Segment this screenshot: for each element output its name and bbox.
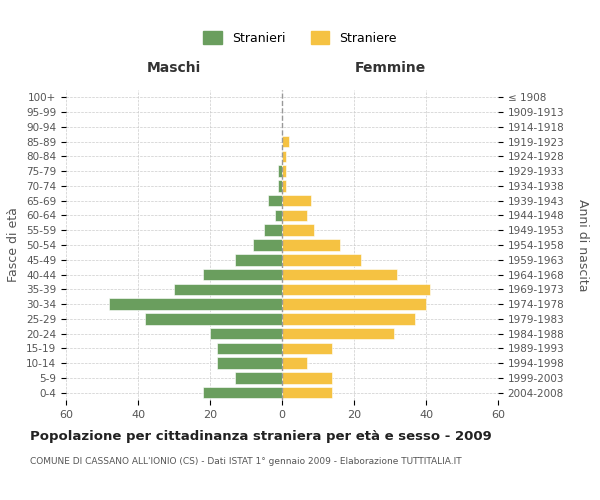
Bar bbox=[275, 210, 282, 221]
Bar bbox=[282, 180, 286, 192]
Bar bbox=[217, 342, 282, 354]
Text: COMUNE DI CASSANO ALL'IONIO (CS) - Dati ISTAT 1° gennaio 2009 - Elaborazione TUT: COMUNE DI CASSANO ALL'IONIO (CS) - Dati … bbox=[30, 458, 461, 466]
Text: Femmine: Femmine bbox=[355, 61, 425, 75]
Bar bbox=[282, 136, 289, 147]
Bar bbox=[264, 224, 282, 236]
Bar bbox=[268, 195, 282, 206]
Bar bbox=[235, 254, 282, 266]
Bar bbox=[217, 358, 282, 369]
Bar bbox=[282, 150, 286, 162]
Text: Popolazione per cittadinanza straniera per età e sesso - 2009: Popolazione per cittadinanza straniera p… bbox=[30, 430, 492, 443]
Y-axis label: Anni di nascita: Anni di nascita bbox=[575, 198, 589, 291]
Bar bbox=[282, 298, 426, 310]
Bar bbox=[282, 210, 307, 221]
Bar bbox=[282, 166, 286, 177]
Bar bbox=[282, 342, 332, 354]
Bar bbox=[253, 239, 282, 251]
Bar bbox=[282, 372, 332, 384]
Bar bbox=[235, 372, 282, 384]
Bar bbox=[210, 328, 282, 340]
Bar bbox=[278, 180, 282, 192]
Bar bbox=[282, 269, 397, 280]
Bar bbox=[282, 284, 430, 295]
Bar bbox=[203, 269, 282, 280]
Bar bbox=[282, 254, 361, 266]
Bar bbox=[278, 166, 282, 177]
Bar bbox=[174, 284, 282, 295]
Bar bbox=[145, 313, 282, 324]
Y-axis label: Fasce di età: Fasce di età bbox=[7, 208, 20, 282]
Bar bbox=[282, 239, 340, 251]
Legend: Stranieri, Straniere: Stranieri, Straniere bbox=[198, 26, 402, 50]
Bar bbox=[282, 195, 311, 206]
Bar bbox=[282, 313, 415, 324]
Bar bbox=[282, 224, 314, 236]
Bar bbox=[282, 387, 332, 398]
Bar bbox=[109, 298, 282, 310]
Text: Maschi: Maschi bbox=[147, 61, 201, 75]
Bar bbox=[282, 358, 307, 369]
Bar bbox=[282, 328, 394, 340]
Bar bbox=[203, 387, 282, 398]
